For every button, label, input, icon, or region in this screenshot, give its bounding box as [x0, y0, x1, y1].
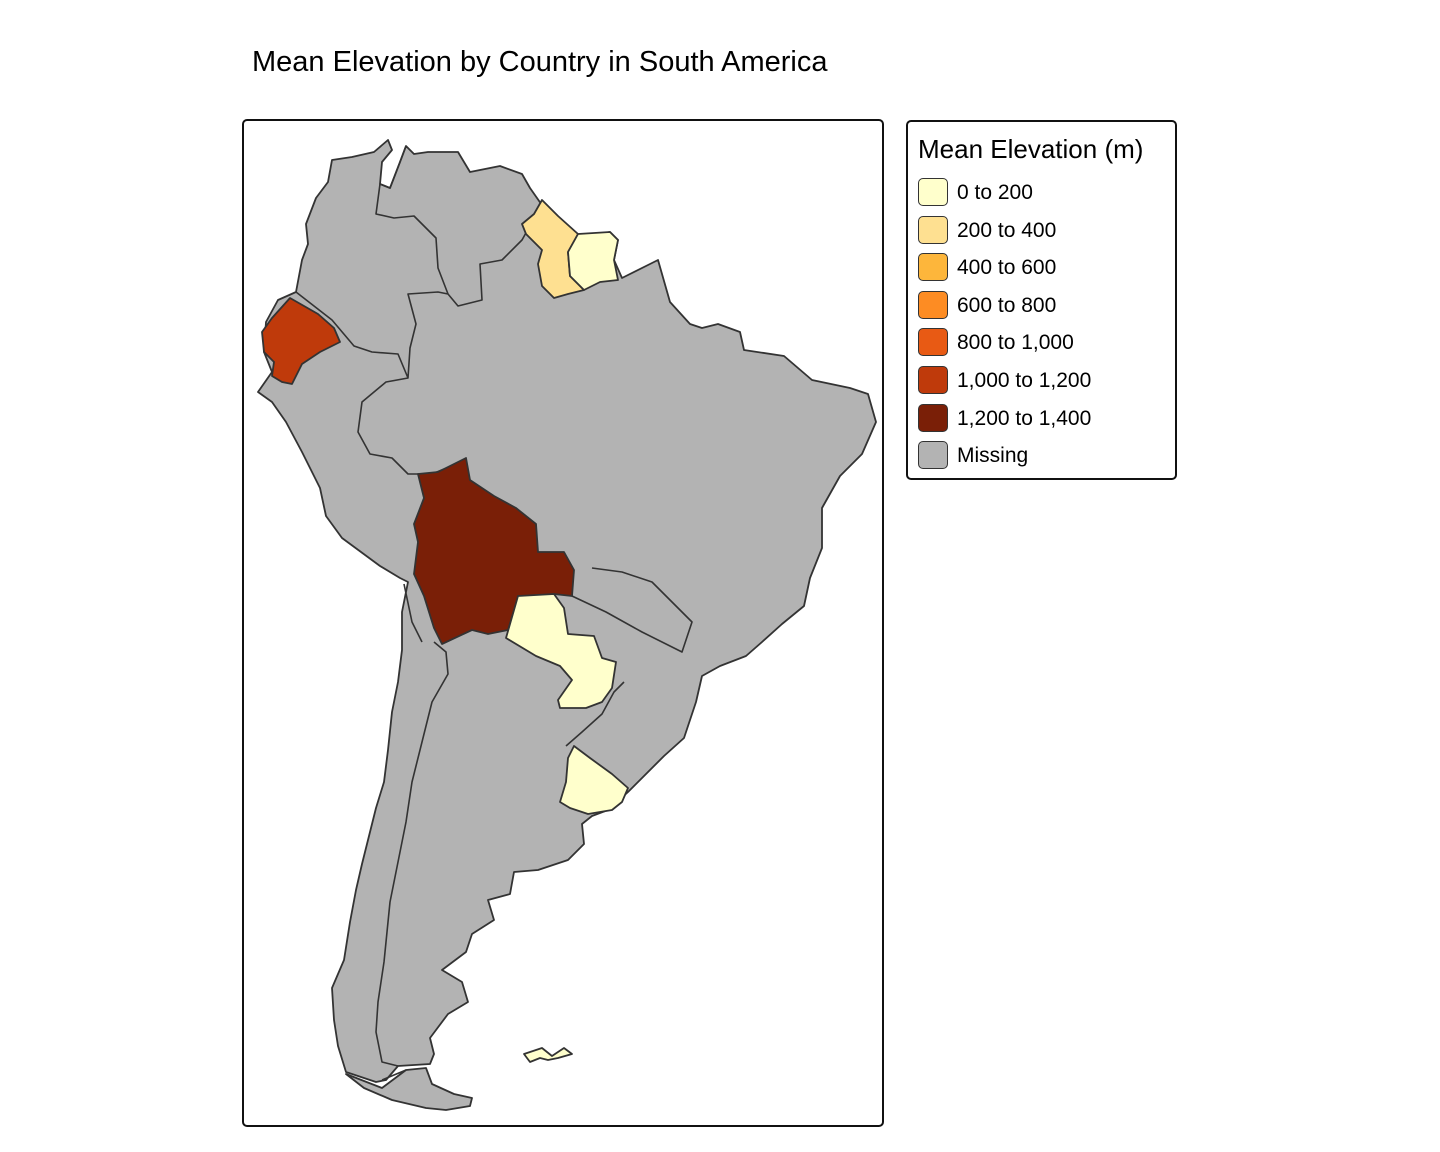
region-falkland-islands[interactable]	[523, 1047, 573, 1063]
legend-swatch	[918, 441, 948, 469]
legend-swatch	[918, 291, 948, 319]
legend: Mean Elevation (m) 0 to 200 200 to 400 4…	[906, 120, 1177, 480]
map-panel[interactable]	[242, 119, 884, 1127]
legend-item: 400 to 600	[918, 253, 1168, 285]
region-ecuador[interactable]	[261, 297, 341, 385]
legend-item: 800 to 1,000	[918, 328, 1168, 360]
legend-swatch	[918, 404, 948, 432]
legend-swatch	[918, 366, 948, 394]
region-paraguay[interactable]	[505, 593, 617, 709]
legend-swatch	[918, 328, 948, 356]
legend-label: 200 to 400	[957, 219, 1057, 242]
legend-item: 200 to 400	[918, 216, 1168, 248]
legend-label: 1,000 to 1,200	[957, 369, 1092, 392]
map-canvas[interactable]	[244, 121, 884, 1127]
map-title: Mean Elevation by Country in South Ameri…	[252, 46, 828, 78]
legend-label: Missing	[957, 444, 1029, 467]
legend-swatch	[918, 178, 948, 206]
legend-item: 1,200 to 1,400	[918, 404, 1168, 436]
legend-item: 600 to 800	[918, 291, 1168, 323]
legend-label: 400 to 600	[957, 256, 1057, 279]
legend-swatch	[918, 253, 948, 281]
region-uruguay[interactable]	[559, 745, 629, 815]
legend-item: 1,000 to 1,200	[918, 366, 1168, 398]
region-suriname[interactable]	[567, 231, 619, 291]
legend-item: 0 to 200	[918, 178, 1168, 210]
legend-label: 1,200 to 1,400	[957, 407, 1092, 430]
legend-label: 600 to 800	[957, 294, 1057, 317]
legend-swatch	[918, 216, 948, 244]
legend-title: Mean Elevation (m)	[918, 134, 1144, 164]
legend-item: Missing	[918, 441, 1168, 473]
legend-label: 0 to 200	[957, 181, 1033, 204]
legend-label: 800 to 1,000	[957, 331, 1074, 354]
